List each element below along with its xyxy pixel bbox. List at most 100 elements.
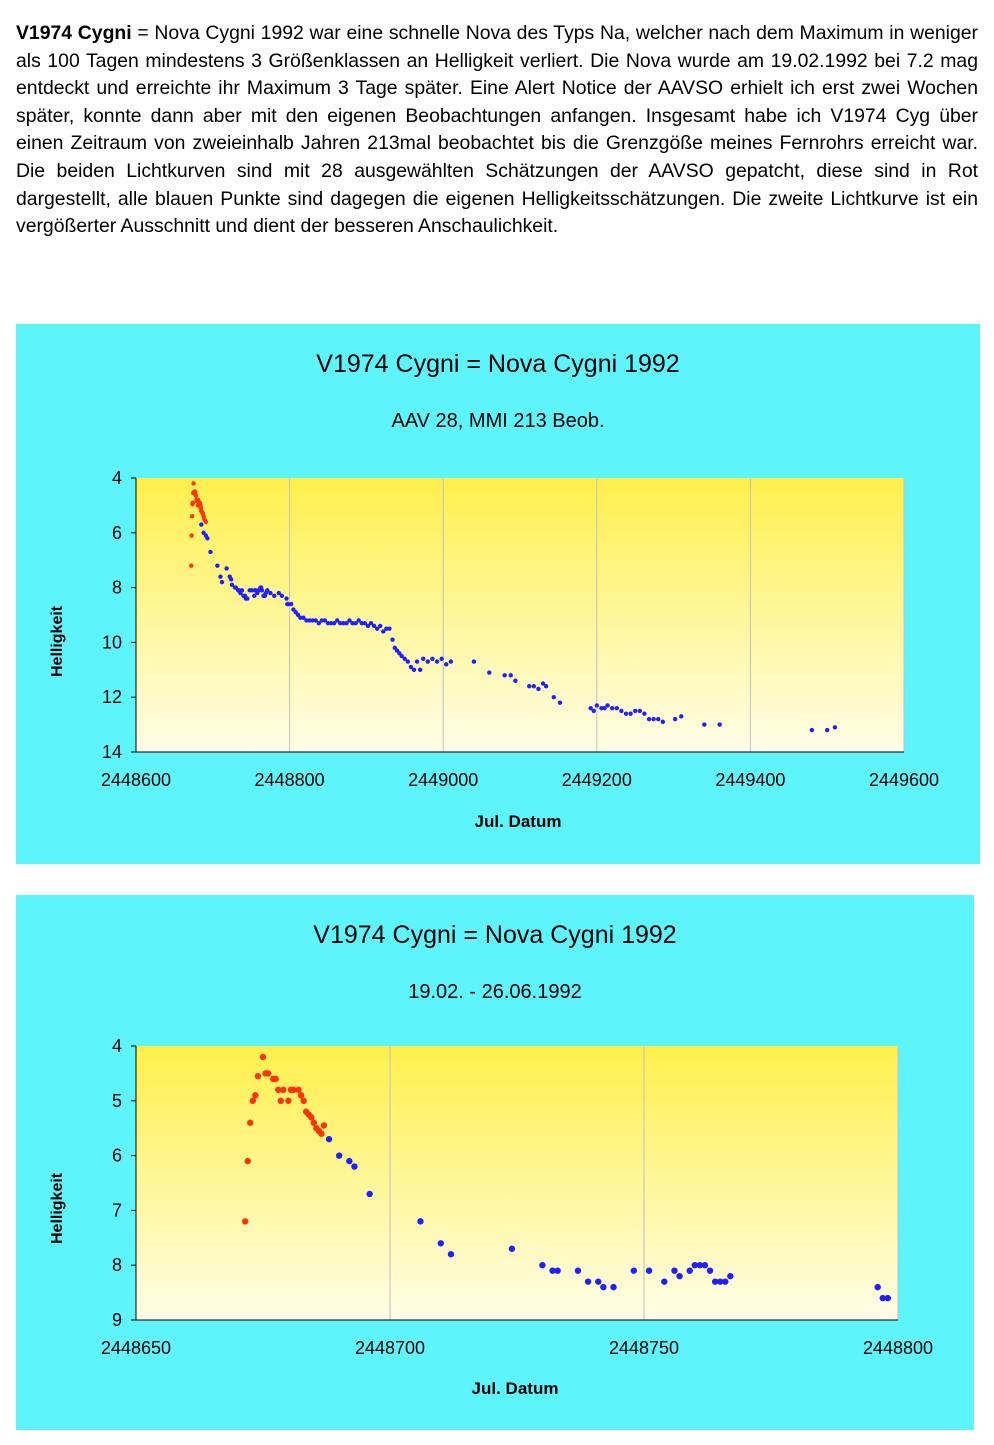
x-tick-label: 2448800 — [863, 1338, 933, 1358]
own-point — [390, 637, 395, 642]
own-point — [259, 588, 265, 593]
aavso-point — [249, 1097, 257, 1104]
own-point — [265, 588, 270, 593]
own-point — [651, 716, 656, 722]
own-point — [642, 711, 647, 716]
aavso-point — [191, 481, 196, 486]
chart-subtitle: 19.02. - 26.06.1992 — [408, 981, 582, 1003]
own-point — [595, 1278, 602, 1285]
own-point — [706, 1267, 714, 1274]
own-point — [362, 621, 368, 626]
own-point — [701, 1262, 709, 1269]
own-point — [344, 621, 349, 626]
own-point — [536, 686, 541, 692]
own-point — [219, 579, 225, 585]
own-point — [208, 549, 213, 555]
aavso-point — [254, 1072, 262, 1080]
own-point — [602, 705, 607, 711]
aavso-point — [280, 1086, 287, 1094]
aavso-point — [259, 1053, 267, 1061]
own-point — [414, 659, 420, 664]
own-point — [316, 621, 321, 626]
y-tick-label: 10 — [102, 632, 122, 652]
x-tick-label: 2448800 — [255, 770, 325, 790]
y-tick-label: 8 — [112, 1255, 122, 1275]
aavso-point — [193, 492, 198, 497]
own-point — [832, 725, 838, 730]
own-point — [365, 623, 371, 629]
x-tick-label: 2448600 — [101, 770, 171, 790]
aavso-point — [295, 1086, 302, 1094]
y-tick-label: 6 — [112, 1146, 122, 1166]
own-point — [285, 601, 291, 607]
intro-paragraph: V1974 Cygni = Nova Cygni 1992 war eine s… — [16, 20, 978, 241]
own-point — [609, 705, 615, 711]
own-point — [288, 601, 294, 607]
chart-title: V1974 Cygni = Nova Cygni 1992 — [316, 350, 680, 378]
own-point — [539, 1262, 546, 1269]
own-point — [325, 621, 331, 626]
own-point — [411, 667, 417, 672]
own-point — [557, 700, 563, 705]
own-point — [711, 1278, 719, 1285]
y-tick-label: 6 — [112, 523, 122, 543]
y-tick-label: 14 — [102, 742, 122, 762]
own-point — [408, 664, 414, 670]
own-point — [614, 705, 619, 711]
aavso-point — [247, 1119, 254, 1126]
own-point — [218, 574, 223, 579]
plot-area — [136, 1046, 898, 1320]
own-point — [374, 626, 380, 631]
aavso-point — [277, 1097, 284, 1104]
own-point — [508, 1245, 516, 1252]
own-point — [425, 659, 431, 664]
own-point — [605, 703, 610, 708]
x-tick-label: 2448750 — [609, 1338, 679, 1358]
own-point — [272, 593, 277, 599]
own-point — [336, 1152, 343, 1159]
x-tick-label: 2448700 — [355, 1338, 425, 1358]
aavso-point — [264, 1070, 272, 1077]
plot-area — [136, 478, 904, 752]
own-point — [405, 659, 411, 664]
own-point — [368, 621, 374, 626]
own-point — [531, 684, 537, 689]
own-point — [313, 618, 318, 623]
own-point — [381, 629, 386, 634]
own-point — [378, 623, 383, 629]
own-point — [549, 1267, 556, 1274]
intro-text: = Nova Cygni 1992 war eine schnelle Nova… — [16, 22, 978, 238]
own-point — [417, 667, 423, 672]
own-point — [574, 1267, 582, 1274]
aavso-point — [297, 1092, 305, 1099]
own-point — [430, 656, 435, 662]
aavso-point — [198, 505, 204, 511]
own-point — [676, 1272, 683, 1280]
aavso-point — [290, 1086, 297, 1094]
own-point — [637, 708, 643, 714]
own-point — [399, 653, 404, 659]
x-axis-label: Jul. Datum — [474, 812, 562, 831]
own-point — [402, 656, 407, 662]
own-point — [284, 596, 289, 601]
own-point — [584, 1278, 592, 1285]
aavso-point — [190, 500, 196, 505]
own-point — [691, 1262, 698, 1269]
own-point — [319, 618, 325, 623]
chart-title: V1974 Cygni = Nova Cygni 1992 — [313, 921, 677, 949]
own-point — [508, 673, 513, 678]
own-point — [328, 621, 334, 626]
own-point — [619, 708, 624, 714]
own-point — [298, 615, 303, 620]
own-point — [371, 623, 377, 629]
own-point — [215, 563, 220, 568]
own-point — [527, 684, 532, 689]
own-point — [249, 588, 255, 593]
y-tick-label: 4 — [112, 1036, 122, 1056]
own-point — [335, 618, 340, 623]
own-point — [610, 1283, 617, 1291]
own-point — [874, 1283, 881, 1291]
aavso-point — [189, 563, 194, 568]
own-point — [702, 722, 707, 727]
own-point — [279, 593, 285, 599]
